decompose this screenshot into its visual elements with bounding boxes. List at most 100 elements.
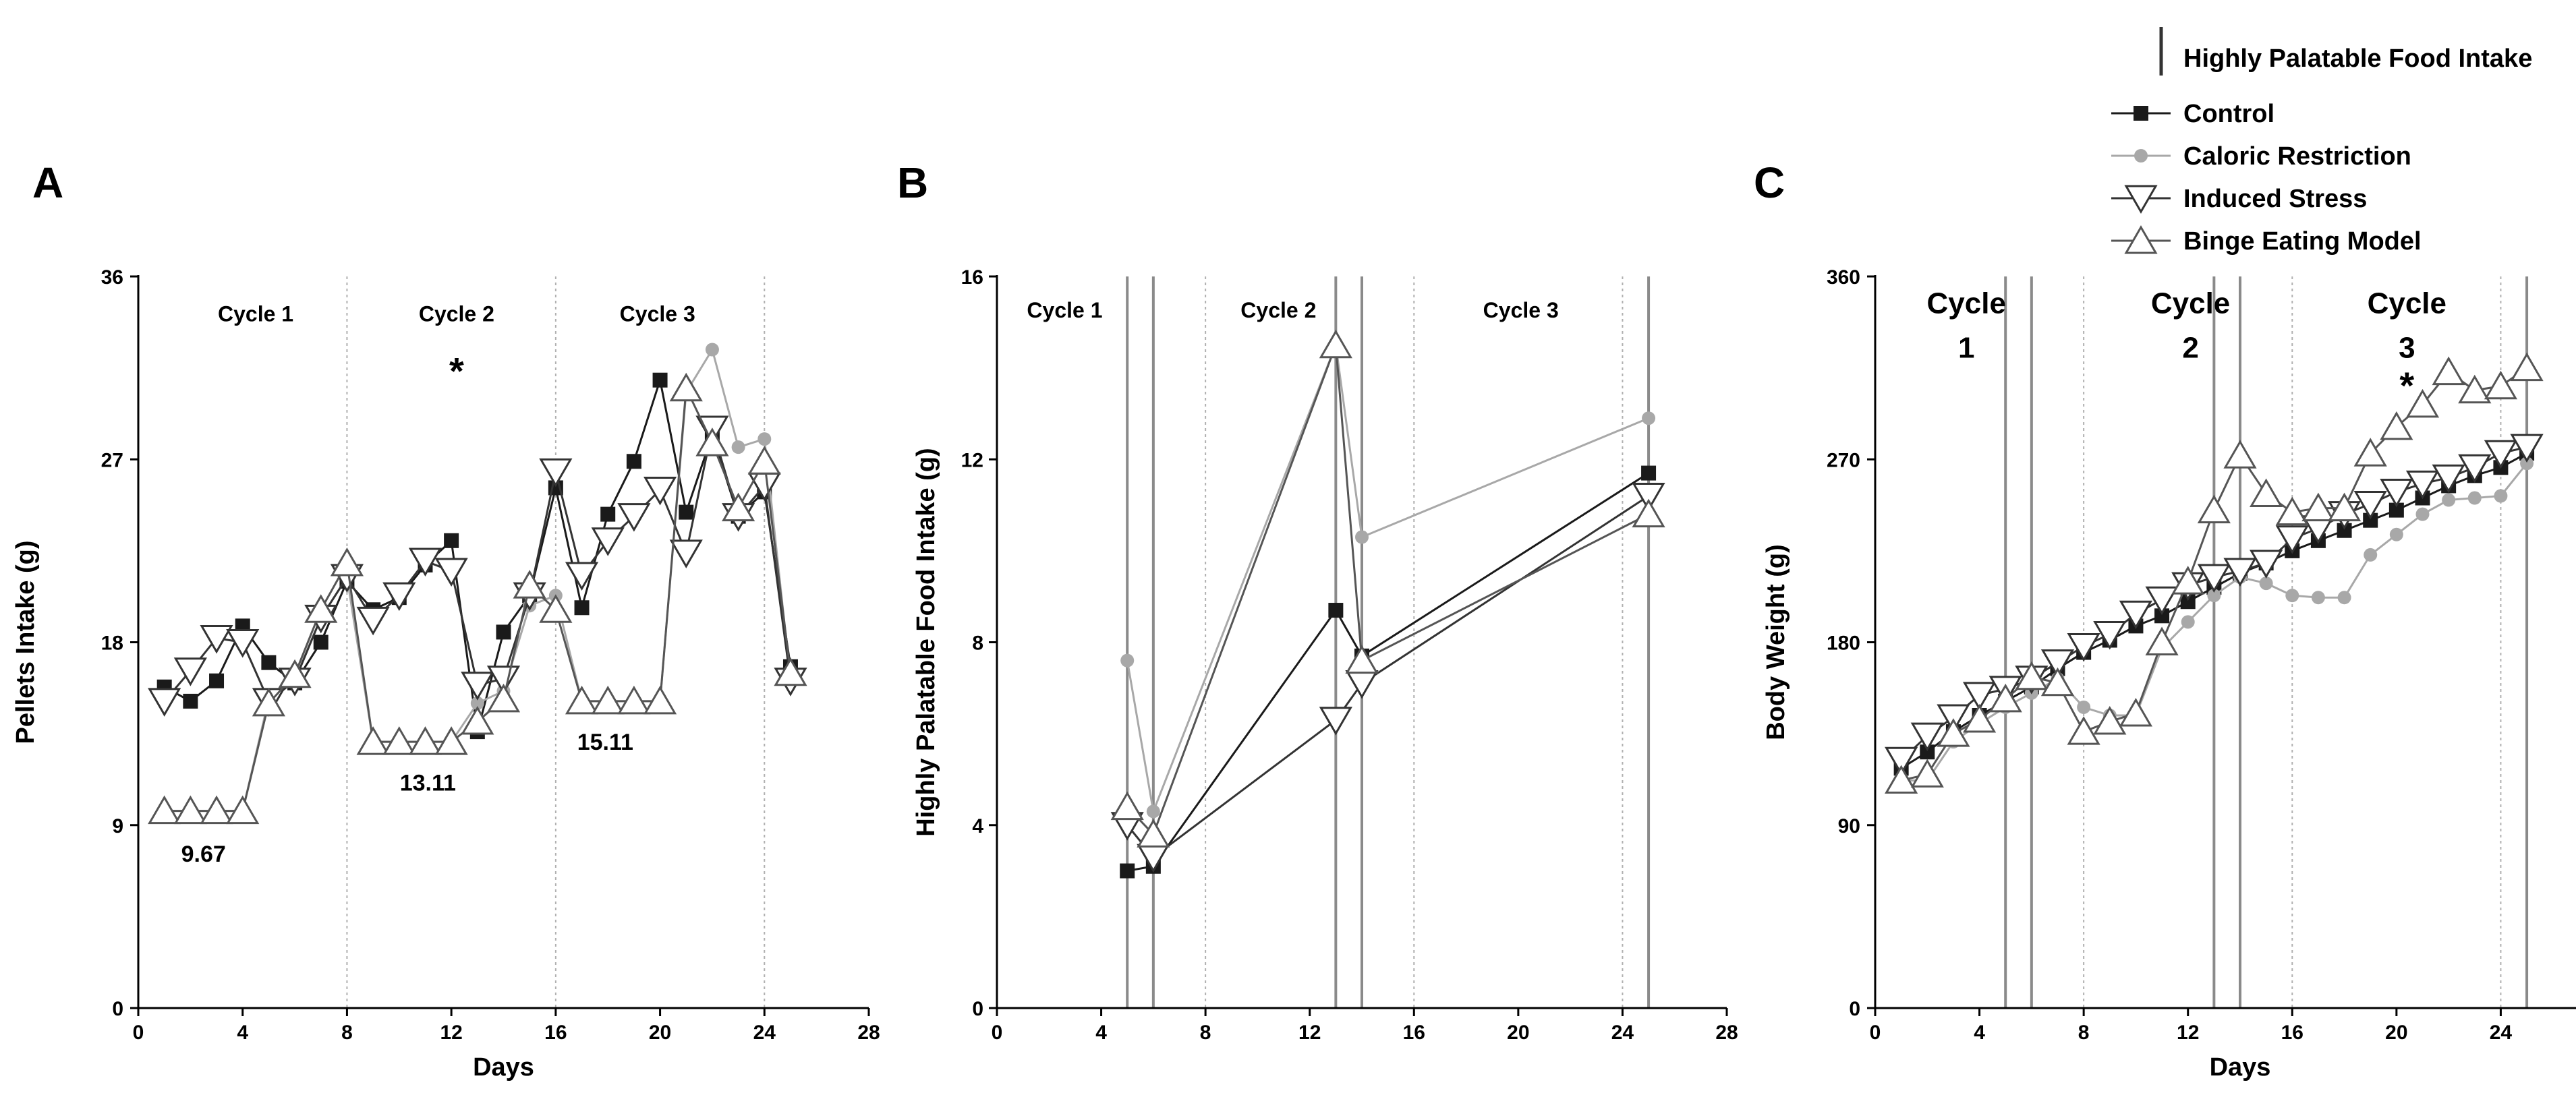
data-point-binge-c: [1988, 683, 2022, 713]
data-point-control-a: [600, 506, 616, 522]
y-tick-label-a: 18: [101, 632, 123, 655]
annotation-a: 9.67: [181, 841, 226, 867]
data-point-control-c: [2154, 608, 2170, 624]
x-tick-label-a: 20: [649, 1022, 671, 1044]
data-point-stress-a: [434, 558, 468, 587]
data-point-control-b: [1328, 603, 1344, 618]
data-point-stress-c: [1910, 722, 1944, 752]
data-point-caloric-c: [2337, 591, 2351, 605]
data-point-control-a: [261, 655, 277, 670]
series-control-b: [1120, 465, 1657, 879]
legend-marker-caloric: [2134, 149, 2148, 163]
y-axis-label-c: Body Weight (g): [1762, 544, 1790, 740]
data-point-stress-c: [2432, 464, 2465, 494]
data-point-stress-c: [2197, 564, 2231, 593]
data-point-binge-a: [643, 685, 677, 715]
data-point-caloric-c: [2285, 589, 2299, 603]
data-point-binge-b: [1110, 791, 1144, 821]
data-point-caloric-a: [731, 440, 745, 454]
data-point-control-c: [2363, 512, 2378, 528]
data-point-binge-a: [565, 685, 599, 715]
data-point-stress-a: [747, 472, 781, 502]
x-tick-label-c: 20: [2385, 1022, 2407, 1044]
annotation-a: Cycle 2: [419, 301, 494, 326]
data-point-binge-c: [2327, 492, 2362, 522]
x-tick-label-a: 0: [133, 1022, 144, 1044]
y-tick-label-b: 4: [972, 815, 983, 837]
data-point-control-a: [183, 693, 198, 709]
x-tick-label-c: 8: [2078, 1022, 2090, 1044]
data-point-stress-c: [2275, 525, 2309, 554]
data-point-binge-c: [2040, 667, 2075, 697]
data-point-stress-c: [2040, 649, 2075, 678]
x-tick-label-b: 8: [1200, 1022, 1211, 1044]
data-point-binge-a: [722, 492, 755, 522]
y-tick-label-a: 36: [101, 266, 123, 289]
data-point-stress-a: [200, 624, 233, 654]
series-line-binge-a: [164, 384, 792, 813]
data-point-stress-a: [382, 582, 416, 612]
x-tick-label-b: 24: [1611, 1022, 1634, 1044]
y-tick-label-c: 270: [1827, 449, 1860, 471]
data-point-stress-a: [408, 548, 442, 577]
annotation-a: Cycle 1: [218, 301, 293, 326]
annotation-c: Cycle: [2151, 287, 2230, 320]
x-tick-label-c: 0: [1870, 1022, 1881, 1044]
legend-hp-label: Highly Palatable Food Intake: [2183, 45, 2532, 73]
data-point-binge-b: [1319, 329, 1352, 359]
data-point-control-a: [444, 533, 459, 548]
data-point-stress-a: [565, 562, 599, 591]
data-point-binge-c: [2510, 352, 2544, 382]
data-point-caloric-c: [2259, 577, 2273, 591]
data-point-binge-a: [330, 547, 364, 577]
data-point-binge-c: [2067, 716, 2100, 745]
data-point-caloric-b: [1355, 530, 1369, 544]
annotation-c: 3: [2399, 332, 2415, 365]
data-point-binge-c: [2405, 388, 2440, 418]
data-point-stress-a: [148, 688, 181, 717]
data-point-binge-b: [1137, 819, 1170, 848]
data-point-binge-c: [2301, 492, 2335, 522]
data-point-stress-c: [2067, 633, 2100, 662]
data-point-binge-c: [2458, 374, 2492, 404]
x-tick-label-a: 28: [857, 1022, 880, 1044]
data-point-caloric-c: [2415, 507, 2430, 521]
data-point-binge-c: [2353, 438, 2387, 467]
legend-marker-control: [2134, 106, 2148, 121]
series-line-caloric-b: [1126, 341, 1649, 815]
data-point-stress-c: [2250, 550, 2283, 579]
data-point-stress-a: [356, 606, 390, 636]
legend-marker-binge: [2124, 225, 2158, 254]
data-point-binge-a: [617, 685, 651, 715]
data-point-control-c: [1920, 744, 1935, 760]
panel-c: 0481216202428090180270360DaysBody Weight…: [1762, 266, 2576, 1082]
data-point-control-c: [2180, 594, 2196, 610]
data-point-binge-a: [695, 427, 729, 456]
x-tick-label-c: 4: [1974, 1022, 1985, 1044]
y-tick-label-a: 0: [112, 998, 123, 1020]
data-point-caloric-a: [470, 696, 484, 710]
data-point-binge-a: [669, 372, 703, 402]
data-point-caloric-b: [1642, 411, 1656, 425]
data-point-caloric-c: [2311, 591, 2325, 605]
x-tick-label-b: 12: [1298, 1022, 1321, 1044]
data-point-binge-a: [356, 726, 390, 755]
data-point-stress-c: [2119, 600, 2153, 630]
annotation-b: Cycle 2: [1240, 298, 1316, 322]
data-point-control-c: [2337, 523, 2352, 538]
legend-label-control: Control: [2183, 100, 2274, 128]
series-line-caloric-a: [164, 347, 792, 813]
data-point-binge-c: [2484, 370, 2518, 400]
data-point-stress-c: [2458, 454, 2492, 483]
data-point-control-b: [1120, 863, 1135, 879]
annotation-c: Cycle: [2368, 287, 2446, 320]
data-point-binge-a: [486, 683, 521, 713]
data-point-control-a: [574, 600, 590, 616]
data-point-stress-a: [486, 666, 521, 695]
x-tick-label-a: 24: [753, 1022, 776, 1044]
data-point-binge-a: [747, 446, 781, 475]
x-tick-label-a: 4: [237, 1022, 248, 1044]
legend-label-stress: Induced Stress: [2183, 185, 2367, 213]
data-point-stress-c: [2223, 558, 2257, 587]
